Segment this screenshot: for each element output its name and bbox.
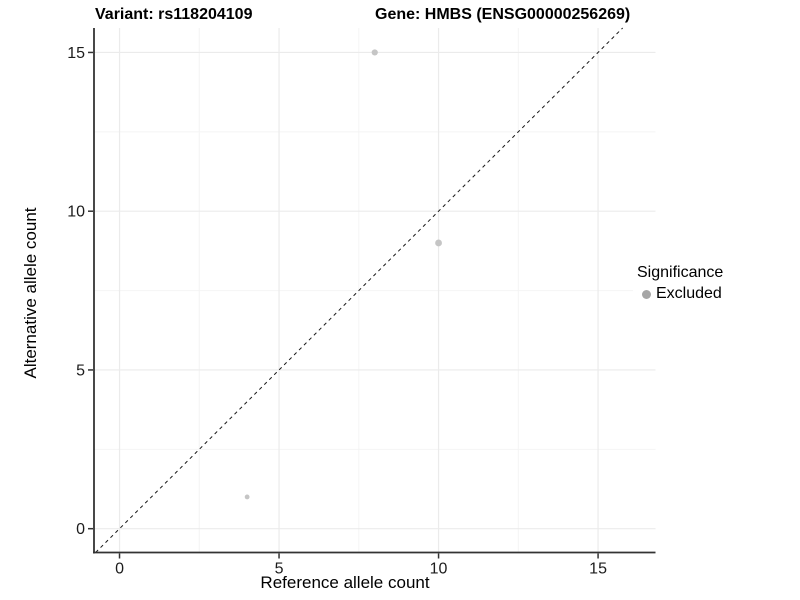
x-axis-title: Reference allele count: [260, 573, 430, 592]
identity-line: [95, 27, 623, 553]
data-point: [371, 49, 378, 56]
excluded-point-icon: [642, 289, 651, 299]
x-tick-label: 15: [589, 561, 607, 578]
legend-title: Significance: [637, 264, 724, 281]
data-point: [244, 494, 250, 500]
gene-title: Gene: HMBS (ENSG00000256269): [375, 6, 631, 23]
legend: Significance Excluded: [633, 262, 728, 305]
variant-title: Variant: rs118204109: [95, 6, 253, 23]
y-tick-label: 5: [76, 362, 85, 379]
x-tick-label: 0: [115, 561, 124, 578]
x-tick-label: 10: [430, 561, 448, 578]
y-axis-title: Alternative allele count: [21, 207, 40, 379]
y-tick-label: 15: [67, 45, 85, 62]
data-point: [435, 239, 442, 247]
x-tick-label: 5: [275, 561, 284, 578]
y-tick-label: 0: [76, 521, 85, 538]
legend-entry-label: Excluded: [656, 285, 722, 302]
legend-entry-excluded: Excluded: [637, 285, 723, 303]
y-tick-label: 10: [67, 204, 85, 221]
